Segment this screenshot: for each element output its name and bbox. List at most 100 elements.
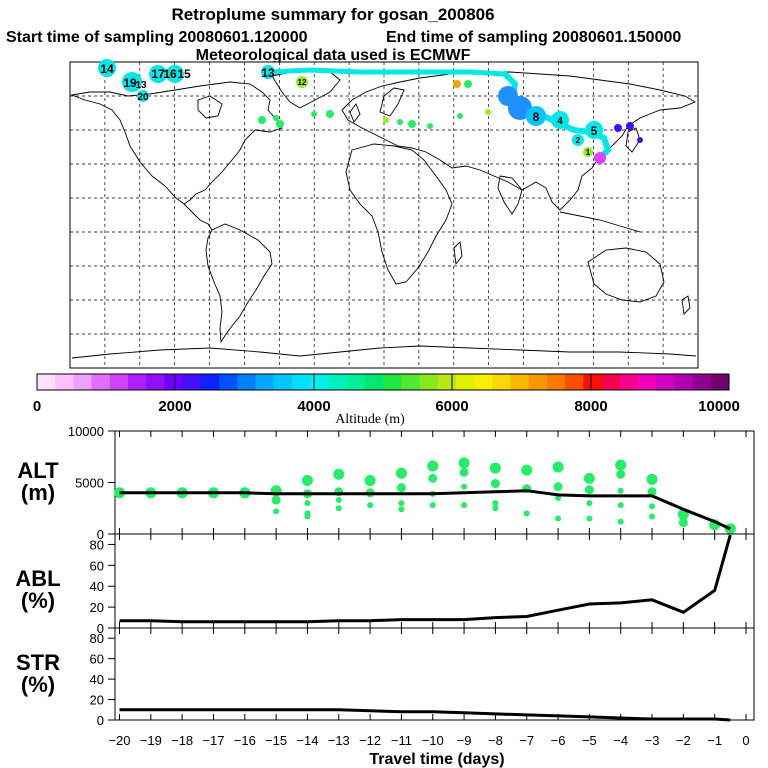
y-tick-label: 60 xyxy=(90,652,104,667)
alt-particle-dot xyxy=(335,497,342,504)
colorbar-cell xyxy=(237,374,256,390)
south-america-outline xyxy=(205,223,273,344)
plume-marker xyxy=(464,80,472,88)
plume-marker xyxy=(166,65,184,83)
abl-yticks: 0 20 40 60 80 xyxy=(90,537,115,636)
alt-particle-dot xyxy=(461,502,468,509)
day-label: 13 xyxy=(261,66,275,80)
colorbar-cell xyxy=(710,374,730,390)
alt-particle-dot xyxy=(396,483,406,493)
colorbar-cell xyxy=(637,374,657,390)
colorbar-cell xyxy=(455,374,475,390)
alt-particle-dot xyxy=(617,487,624,494)
end-time-label: End time of sampling 20080601.150000 xyxy=(386,29,681,46)
str-panel-frame xyxy=(114,627,755,721)
x-tick-label: −6 xyxy=(551,733,566,748)
x-tick-label: −4 xyxy=(613,733,628,748)
y-tick-label: 0 xyxy=(97,527,104,542)
colorbar-cell xyxy=(164,374,184,390)
alt-particle-dot xyxy=(617,502,624,509)
str-panel: STR (%) 0 20 40 60 80 xyxy=(16,627,755,728)
colorbar-cell xyxy=(182,374,202,390)
antarctica-outline xyxy=(71,345,697,359)
plume-marker xyxy=(551,111,569,129)
plume-marker xyxy=(98,59,116,77)
str-ylabel: STR xyxy=(16,650,60,675)
y-tick-label: 80 xyxy=(90,631,104,646)
colorbar-cell xyxy=(510,374,530,390)
alt-mean-line xyxy=(119,489,731,531)
y-tick-label: 10000 xyxy=(68,424,104,439)
india xyxy=(497,175,523,215)
colorbar-cell xyxy=(401,374,420,390)
colorbar-tick-label: 2000 xyxy=(158,398,191,415)
japan xyxy=(625,127,641,153)
y-tick-label: 40 xyxy=(90,579,104,594)
y-tick-label: 20 xyxy=(90,600,104,615)
alt-xticks xyxy=(119,431,747,534)
day-label: 13 xyxy=(135,80,147,91)
abl-xticks xyxy=(119,534,747,628)
north-america-outline xyxy=(70,81,283,205)
day-label: 15 xyxy=(177,67,191,81)
colorbar-cell xyxy=(328,374,347,390)
plume-marker xyxy=(383,117,389,123)
alt-particle-dot xyxy=(586,515,593,522)
colorbar-cell xyxy=(583,374,602,390)
alt-particle-dot xyxy=(364,474,376,486)
y-tick-label: 80 xyxy=(90,537,104,552)
central-america xyxy=(183,203,213,231)
plume-marker xyxy=(311,111,317,117)
se-asia-islands xyxy=(559,211,641,233)
colorbar-cell xyxy=(619,374,639,390)
scandinavia xyxy=(379,87,405,117)
plume-marker xyxy=(261,65,275,79)
plume-marker xyxy=(397,119,403,125)
y-tick-label: 60 xyxy=(90,558,104,573)
plume-marker xyxy=(276,120,284,128)
alt-particle-dot xyxy=(678,518,688,528)
x-tick-label: −10 xyxy=(422,733,444,748)
colorbar-cell xyxy=(200,374,220,390)
abl-ylabel-unit: (%) xyxy=(21,588,55,613)
title-line1: Retroplume summary for gosan_200806 xyxy=(171,5,494,24)
colorbar-cell xyxy=(273,374,293,390)
alt-ylabel-unit: (m) xyxy=(21,480,55,505)
alt-particle-dot xyxy=(553,482,563,492)
madagascar xyxy=(453,241,463,266)
day-label: 14 xyxy=(100,62,114,76)
colorbar-cell xyxy=(73,374,93,390)
alt-particle-dot xyxy=(492,500,499,507)
plume-marker xyxy=(585,121,603,139)
colorbar-cell xyxy=(128,374,147,390)
plume-marker xyxy=(408,120,416,128)
abl-panel: ABL (%) 0 20 40 60 80 xyxy=(15,533,755,636)
colorbar-cell xyxy=(474,374,493,390)
alt-particle-dot xyxy=(584,485,594,495)
plume-marker xyxy=(508,96,532,120)
plume-path-arctic xyxy=(267,67,508,77)
colorbar-tick-label: 8000 xyxy=(574,398,607,415)
plume-marker xyxy=(149,65,167,83)
alt-particle-dot xyxy=(523,510,530,517)
alt-particle-dot xyxy=(646,473,658,485)
colorbar-cell xyxy=(55,374,74,390)
plume-marker xyxy=(572,134,584,146)
met-data-label: Meteorological data used is ECMWF xyxy=(196,47,471,64)
x-tick-label: −16 xyxy=(234,733,256,748)
colorbar-cells xyxy=(37,374,730,390)
plume-marker xyxy=(137,90,149,102)
colorbar-cell xyxy=(346,374,366,390)
alt-particle-dot xyxy=(304,513,311,520)
africa-outline xyxy=(345,143,453,285)
x-tick-label: −5 xyxy=(582,733,597,748)
colorbar-cell xyxy=(546,374,566,390)
alt-particle-dot xyxy=(427,460,439,472)
alt-particle-dot xyxy=(271,495,281,505)
str-ylabel-unit: (%) xyxy=(21,672,55,697)
alt-ylabel: ALT xyxy=(17,458,59,483)
y-tick-label: 0 xyxy=(97,713,104,728)
x-tick-label: −13 xyxy=(328,733,350,748)
alt-particle-dot xyxy=(489,462,501,474)
